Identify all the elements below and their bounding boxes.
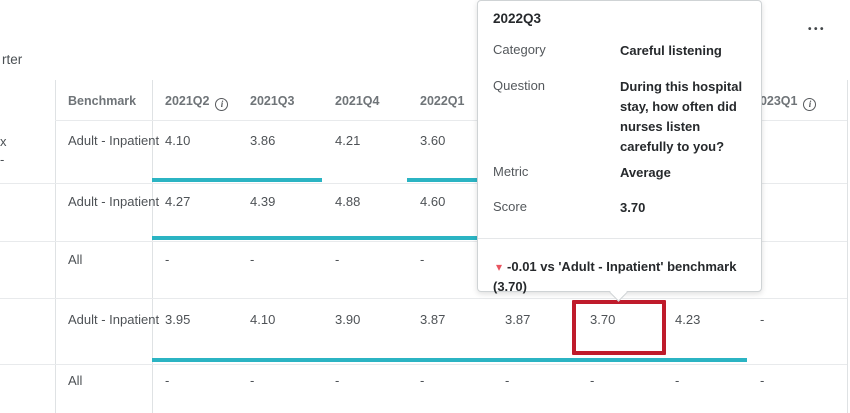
value-cell[interactable]: 4.39 [250, 194, 276, 209]
info-icon[interactable]: i [215, 98, 229, 111]
tooltip-field-value: Average [620, 165, 671, 180]
tooltip-field-label: Category [493, 42, 546, 57]
tooltip: 2022Q3 Category Careful listening Questi… [477, 0, 762, 302]
benchmark-indicator-bar [152, 178, 322, 182]
table-border [0, 241, 847, 242]
value-cell[interactable]: - [250, 373, 255, 388]
value-cell[interactable]: - [760, 312, 765, 327]
value-cell[interactable]: - [165, 252, 170, 267]
value-cell[interactable]: 4.23 [675, 312, 701, 327]
value-cell[interactable]: 3.87 [505, 312, 531, 327]
tooltip-field-label: Score [493, 199, 527, 214]
table-border [0, 364, 847, 365]
tooltip-benchmark-note: ▾ -0.01 vs 'Adult - Inpatient' benchmark … [493, 257, 746, 296]
benchmark-cell: Adult - Inpatient [68, 133, 160, 148]
value-cell[interactable]: - [760, 373, 765, 388]
value-cell[interactable]: 4.88 [335, 194, 361, 209]
value-cell[interactable]: - [675, 373, 680, 388]
value-cell[interactable]: 4.60 [420, 194, 446, 209]
value-cell[interactable]: 3.87 [420, 312, 446, 327]
column-header-benchmark: Benchmark [68, 94, 137, 108]
column-header-2022q1: 2022Q1 [420, 94, 465, 108]
value-cell[interactable]: 4.10 [165, 133, 191, 148]
tooltip-field-label: Question [493, 78, 546, 93]
value-cell[interactable] [747, 194, 847, 209]
table-row: Adult - Inpatient 4.27 4.39 4.88 4.60 [55, 194, 847, 209]
value-cell-selected[interactable]: 3.70 [590, 312, 616, 327]
value-cell[interactable]: - [420, 252, 425, 267]
table-border [847, 80, 848, 413]
value-cell[interactable]: - [335, 373, 340, 388]
tooltip-benchmark-note-text: -0.01 vs 'Adult - Inpatient' benchmark (… [493, 259, 737, 294]
table-border [55, 120, 847, 121]
value-cell[interactable]: - [420, 373, 425, 388]
benchmark-cell: Adult - Inpatient [68, 312, 160, 327]
value-cell[interactable]: 4.21 [335, 133, 361, 148]
selected-cell-highlight [572, 300, 666, 355]
value-cell[interactable] [747, 252, 847, 267]
tooltip-field-score: Score 3.70 [493, 198, 746, 218]
column-header-label: 2023Q1 [753, 94, 798, 108]
table-border [152, 80, 153, 413]
table-border [0, 298, 847, 299]
table-header-row: Benchmark 2021Q2 i 2021Q3 2021Q4 2022Q1 2… [55, 94, 847, 111]
row-label-fragment: - [0, 152, 5, 167]
tooltip-field-category: Category Careful listening [493, 41, 746, 61]
widget-title-fragment: rter [2, 52, 23, 67]
value-cell[interactable]: - [505, 373, 510, 388]
value-cell[interactable]: 3.86 [250, 133, 276, 148]
tooltip-field-question: Question During this hospital stay, how … [493, 77, 746, 157]
value-cell[interactable]: - [335, 252, 340, 267]
tooltip-field-value: Careful listening [620, 43, 722, 58]
table-row: All - - - - [55, 252, 847, 267]
triangle-down-icon: ▾ [496, 260, 503, 274]
tooltip-field-metric: Metric Average [493, 163, 746, 183]
info-icon[interactable]: i [803, 98, 817, 111]
tooltip-field-value: During this hospital stay, how often did… [620, 79, 743, 154]
value-cell[interactable]: 3.60 [420, 133, 446, 148]
column-header-2021q4: 2021Q4 [335, 94, 380, 108]
value-cell[interactable]: 3.90 [335, 312, 361, 327]
row-label-fragment: x [0, 134, 7, 149]
benchmark-cell: Adult - Inpatient [68, 194, 160, 209]
value-cell[interactable]: 4.27 [165, 194, 191, 209]
value-cell[interactable]: - [165, 373, 170, 388]
more-options-icon[interactable]: ••• [807, 24, 826, 35]
tooltip-divider [478, 238, 761, 239]
table-row: All - - - - - - - - [55, 373, 847, 388]
value-cell[interactable]: - [250, 252, 255, 267]
value-cell[interactable]: 3.95 [165, 312, 191, 327]
column-header-2021q3: 2021Q3 [250, 94, 295, 108]
benchmark-cell: All [68, 373, 83, 388]
column-header-2021q2: 2021Q2 i [152, 94, 237, 111]
value-cell[interactable] [747, 133, 847, 148]
column-header-label: 2021Q2 [165, 94, 210, 108]
table-row: Adult - Inpatient 4.10 3.86 4.21 3.60 [55, 133, 847, 148]
table-border [55, 80, 56, 413]
tooltip-field-label: Metric [493, 164, 529, 179]
tooltip-field-value: 3.70 [620, 200, 646, 215]
benchmark-cell: All [68, 252, 83, 267]
benchmark-indicator-bar [407, 178, 492, 182]
table-row: Adult - Inpatient 3.95 4.10 3.90 3.87 3.… [55, 312, 847, 327]
benchmark-indicator-bar [152, 236, 493, 240]
value-cell[interactable]: - [590, 373, 595, 388]
benchmark-indicator-bar [152, 358, 747, 362]
value-cell[interactable]: 4.10 [250, 312, 276, 327]
tooltip-title: 2022Q3 [493, 11, 542, 26]
column-header-2023q1: 2023Q1 i [747, 94, 847, 111]
table-border [0, 183, 847, 184]
